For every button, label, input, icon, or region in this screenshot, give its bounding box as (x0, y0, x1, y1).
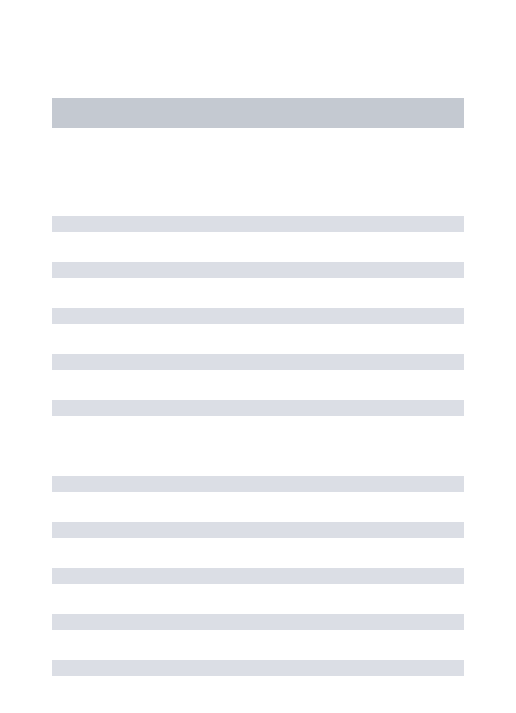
text-line-placeholder (52, 522, 464, 538)
text-line-placeholder (52, 568, 464, 584)
text-line-placeholder (52, 660, 464, 676)
text-line-placeholder (52, 400, 464, 416)
text-line-placeholder (52, 614, 464, 630)
text-line-placeholder (52, 216, 464, 232)
text-line-placeholder (52, 308, 464, 324)
skeleton-container (0, 0, 516, 676)
spacer-large (52, 128, 464, 216)
placeholder-group-2 (52, 476, 464, 676)
text-line-placeholder (52, 262, 464, 278)
placeholder-group-1 (52, 216, 464, 416)
text-line-placeholder (52, 354, 464, 370)
header-placeholder (52, 98, 464, 128)
spacer-medium (52, 416, 464, 476)
text-line-placeholder (52, 476, 464, 492)
